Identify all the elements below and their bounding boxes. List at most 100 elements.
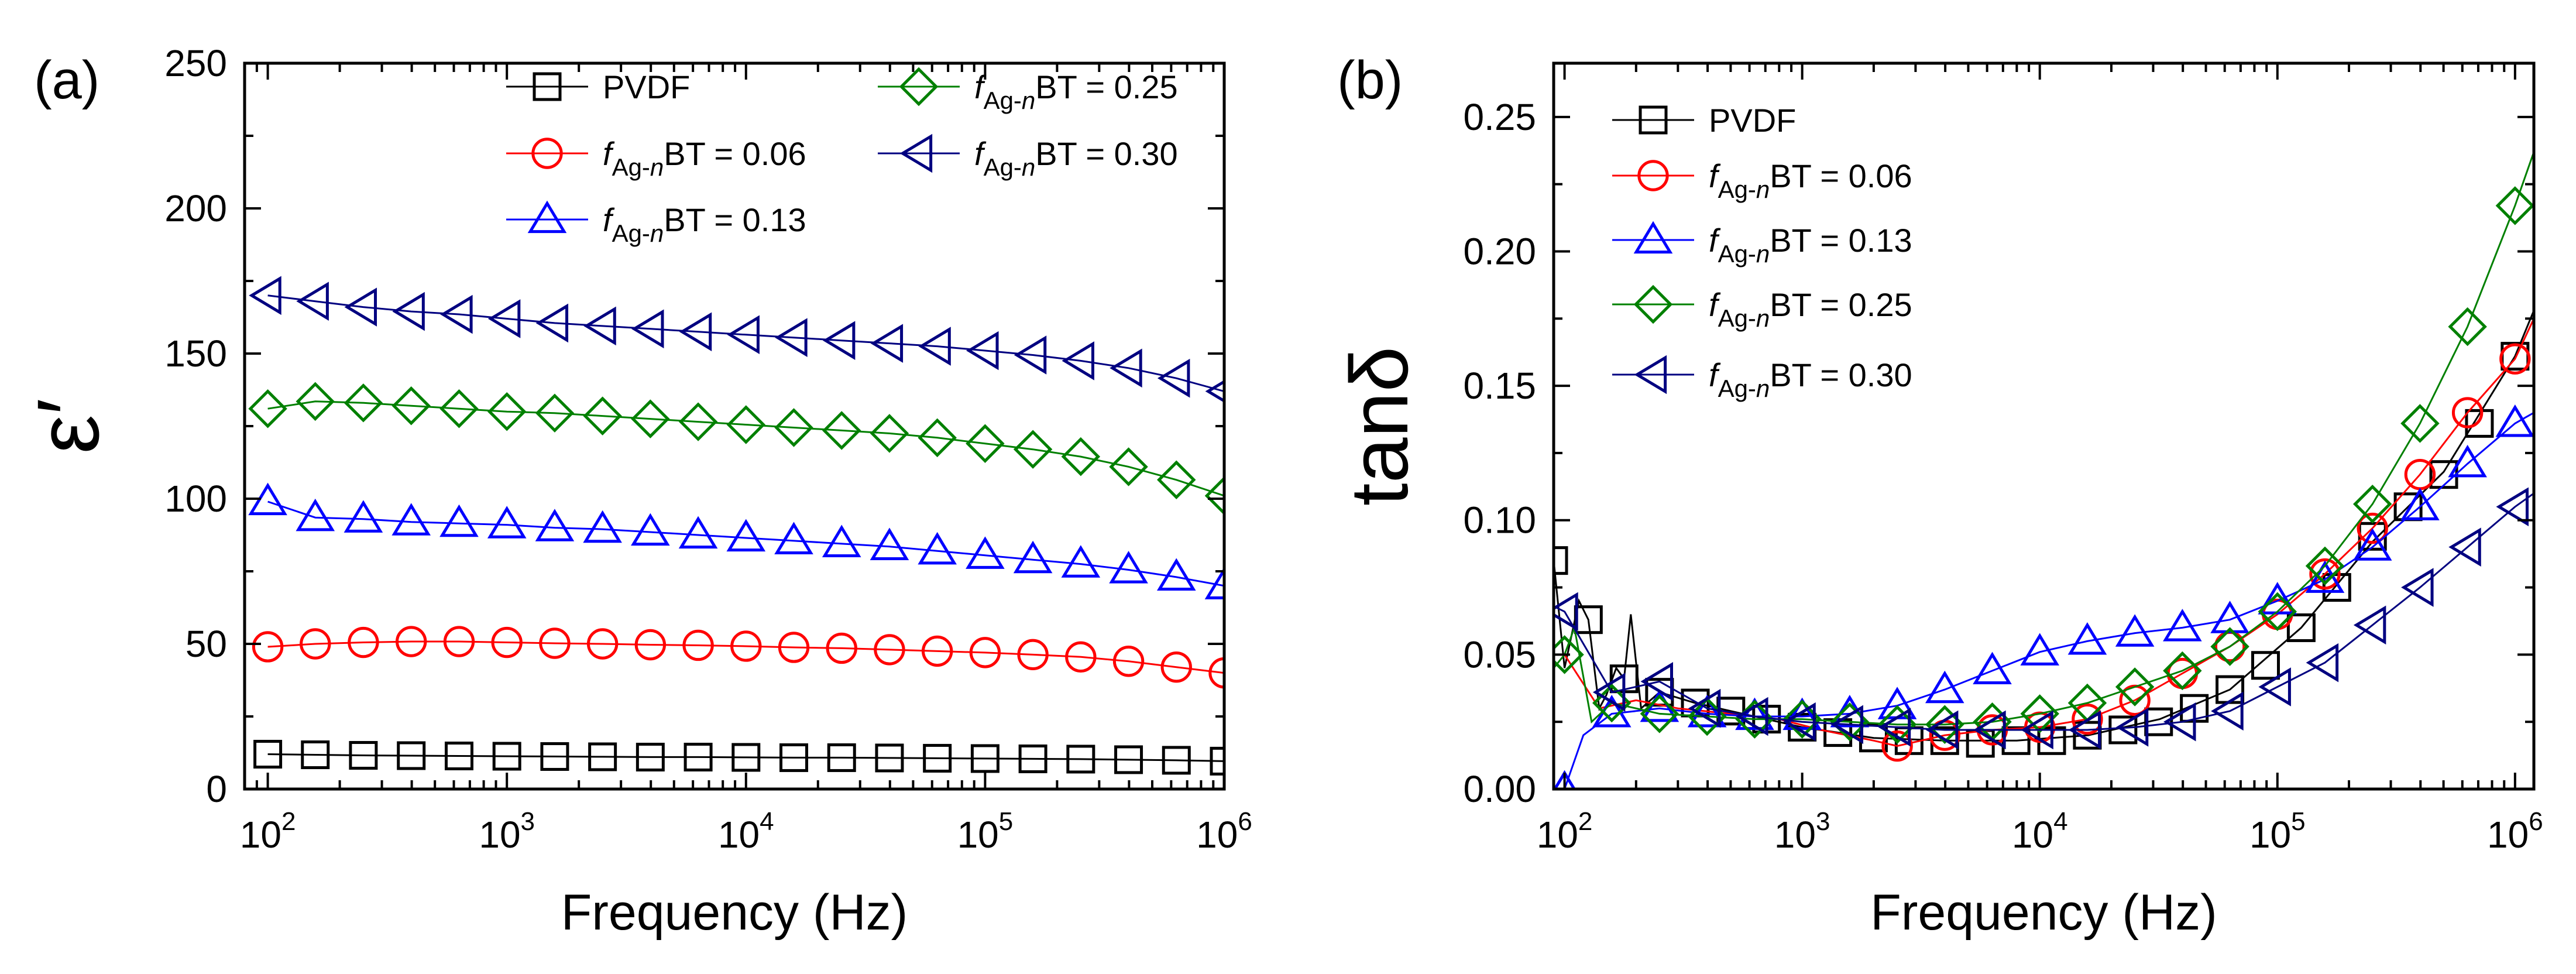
x-tick-exponent: 4	[2053, 807, 2067, 836]
data-point	[2021, 710, 2053, 750]
legend-value: BT = 0.06	[1770, 157, 1912, 194]
data-point	[2251, 651, 2280, 680]
data-point	[875, 743, 904, 773]
panel-label: (b)	[1337, 50, 1403, 110]
data-point	[1109, 447, 1148, 486]
legend-label: fAg-nBT = 0.13	[1709, 222, 1912, 267]
data-point	[1554, 635, 1584, 674]
legend-label: fAg-nBT = 0.06	[1709, 157, 1912, 203]
data-point	[583, 306, 616, 346]
legend-subscript-italic: n	[1756, 375, 1770, 402]
legend-subscript: Ag-	[1718, 304, 1756, 332]
data-point	[1830, 705, 1863, 745]
legend-marker	[1637, 160, 1669, 191]
data-point	[2072, 703, 2103, 735]
legend-marker	[1634, 355, 1667, 395]
data-point	[1014, 335, 1047, 375]
data-point	[2451, 397, 2484, 428]
x-tick-label: 105	[957, 807, 1014, 856]
x-tick-label: 105	[2249, 807, 2306, 856]
data-point	[1017, 639, 1049, 671]
data-point	[491, 626, 523, 659]
legend-subscript: Ag-	[1718, 375, 1756, 402]
data-point	[2495, 404, 2534, 437]
data-point	[2352, 528, 2392, 561]
data-point	[774, 522, 813, 555]
data-point	[1066, 745, 1095, 774]
legend-marker	[1639, 105, 1668, 135]
series-line	[1564, 318, 2534, 747]
data-point	[2306, 643, 2339, 683]
data-point	[2115, 667, 2155, 707]
data-point	[439, 504, 479, 537]
data-point	[918, 531, 957, 565]
x-tick-label: 106	[2487, 807, 2543, 856]
series-2	[248, 482, 1224, 599]
data-point	[2448, 444, 2487, 478]
data-point	[1925, 670, 1964, 704]
data-point	[1554, 592, 1578, 632]
data-point	[444, 741, 473, 770]
data-point	[918, 418, 957, 458]
y-axis-label: tanδ	[1333, 347, 1425, 506]
y-tick-label: 100	[164, 478, 227, 520]
data-point	[631, 399, 670, 438]
data-point	[1114, 745, 1143, 774]
data-point	[966, 536, 1005, 569]
legend-subscript: Ag-	[1718, 240, 1756, 267]
legend-text: PVDF	[603, 68, 690, 105]
data-point	[2448, 527, 2481, 567]
x-tick-label: 106	[1196, 807, 1252, 856]
y-tick-label: 200	[164, 187, 227, 229]
data-point	[2210, 601, 2249, 633]
data-point	[396, 626, 427, 657]
series-3	[1554, 152, 2534, 745]
y-tick-label: 0.05	[1463, 633, 1536, 675]
data-point	[1554, 546, 1568, 575]
data-point	[678, 402, 718, 441]
legend-subscript-italic: n	[1756, 240, 1770, 267]
x-tick-base: 10	[718, 814, 760, 856]
data-point	[344, 287, 377, 327]
legend-label: fAg-nBT = 0.30	[1709, 356, 1912, 402]
data-point	[1736, 697, 1768, 736]
data-point	[870, 414, 909, 453]
legend-item: fAg-nBT = 0.13	[1612, 221, 1912, 267]
data-point	[348, 626, 379, 659]
x-tick-exponent: 5	[2291, 807, 2305, 836]
data-point	[2496, 487, 2529, 527]
data-point	[296, 282, 329, 321]
x-tick-exponent: 2	[1578, 807, 1592, 836]
data-point	[349, 740, 378, 770]
data-point	[1109, 551, 1148, 584]
data-point	[966, 331, 999, 371]
data-point	[2309, 558, 2341, 590]
data-point	[870, 527, 909, 560]
data-point	[2352, 484, 2392, 524]
data-point	[443, 626, 475, 657]
data-point	[2353, 605, 2386, 645]
series-line	[267, 500, 1224, 587]
data-point	[1782, 697, 1822, 730]
data-point	[2163, 702, 2196, 742]
series-4	[249, 276, 1224, 403]
legend-label: fAg-nBT = 0.25	[974, 68, 1178, 114]
legend-subscript-italic: n	[1756, 176, 1770, 203]
data-point	[535, 509, 575, 541]
data-point	[2115, 708, 2149, 747]
legend-label: PVDF	[603, 68, 690, 105]
data-point	[1204, 476, 1224, 516]
data-point	[2465, 409, 2494, 438]
legend-item: fAg-nBT = 0.06	[1612, 157, 1912, 203]
data-point	[822, 524, 861, 558]
legend-value: BT = 0.06	[664, 135, 806, 172]
legend-marker	[531, 138, 563, 169]
data-point	[2305, 546, 2345, 586]
data-point	[535, 303, 569, 343]
data-point	[1156, 558, 1196, 591]
data-point	[969, 637, 1001, 668]
data-point	[1688, 688, 1721, 728]
data-point	[827, 743, 856, 772]
data-point	[2286, 613, 2316, 642]
legend-marker	[899, 133, 933, 173]
